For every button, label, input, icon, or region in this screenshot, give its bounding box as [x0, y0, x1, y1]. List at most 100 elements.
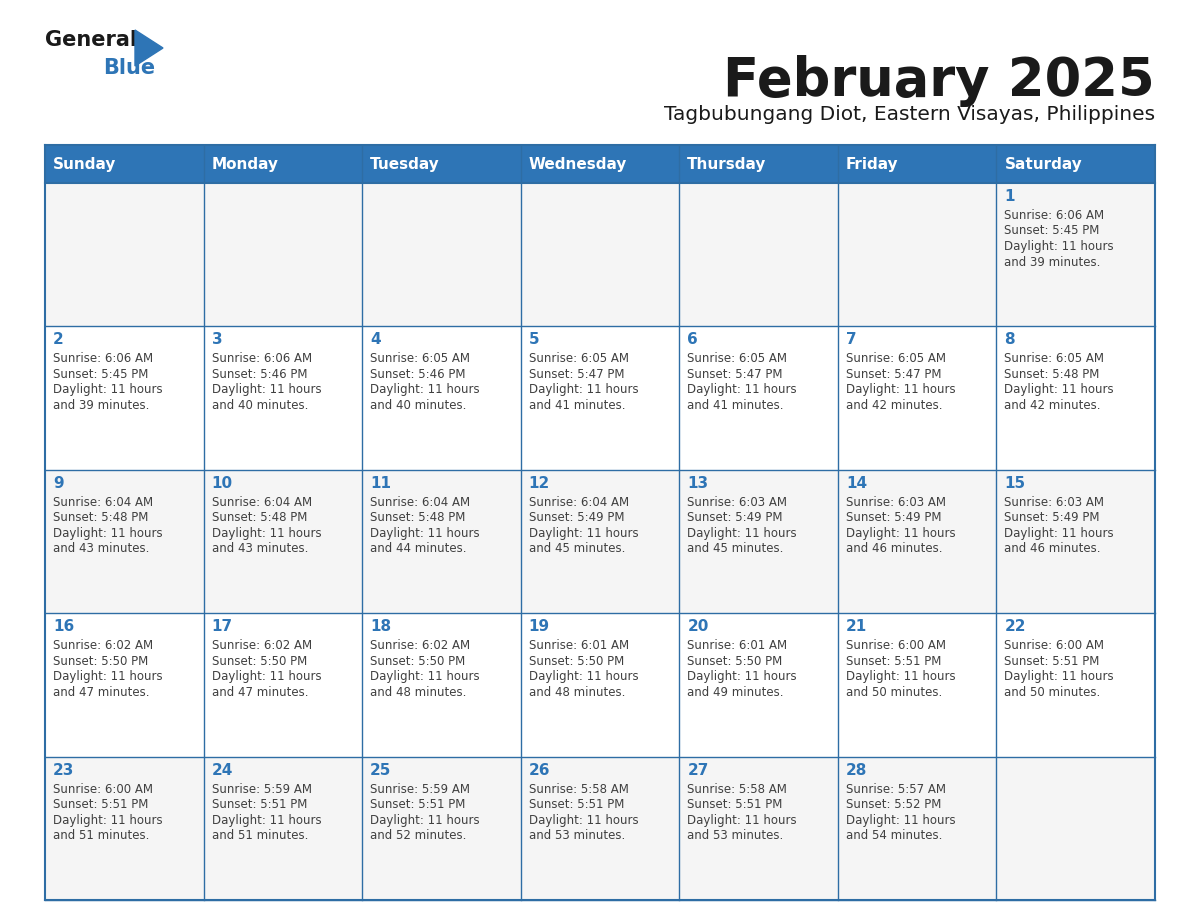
Text: Daylight: 11 hours: Daylight: 11 hours: [846, 813, 955, 826]
Text: Sunset: 5:51 PM: Sunset: 5:51 PM: [53, 798, 148, 812]
Text: and 39 minutes.: and 39 minutes.: [53, 399, 150, 412]
Text: Sunrise: 6:02 AM: Sunrise: 6:02 AM: [53, 639, 153, 652]
Text: 25: 25: [371, 763, 392, 778]
Text: Daylight: 11 hours: Daylight: 11 hours: [211, 813, 321, 826]
Text: Sunrise: 6:05 AM: Sunrise: 6:05 AM: [529, 353, 628, 365]
Text: Sunset: 5:50 PM: Sunset: 5:50 PM: [688, 655, 783, 667]
Text: Sunset: 5:51 PM: Sunset: 5:51 PM: [1004, 655, 1100, 667]
Text: 18: 18: [371, 620, 391, 634]
Text: Sunrise: 6:05 AM: Sunrise: 6:05 AM: [1004, 353, 1105, 365]
Text: Sunset: 5:51 PM: Sunset: 5:51 PM: [529, 798, 624, 812]
Text: Sunset: 5:45 PM: Sunset: 5:45 PM: [53, 368, 148, 381]
Text: 23: 23: [53, 763, 75, 778]
Text: Sunset: 5:47 PM: Sunset: 5:47 PM: [529, 368, 624, 381]
Text: Sunset: 5:47 PM: Sunset: 5:47 PM: [688, 368, 783, 381]
Text: Sunset: 5:49 PM: Sunset: 5:49 PM: [688, 511, 783, 524]
Text: Sunrise: 5:57 AM: Sunrise: 5:57 AM: [846, 783, 946, 796]
Text: and 50 minutes.: and 50 minutes.: [1004, 686, 1100, 699]
Text: 3: 3: [211, 332, 222, 347]
Bar: [45, 470, 1155, 613]
Text: Sunrise: 5:59 AM: Sunrise: 5:59 AM: [211, 783, 311, 796]
Text: Daylight: 11 hours: Daylight: 11 hours: [688, 670, 797, 683]
Text: and 50 minutes.: and 50 minutes.: [846, 686, 942, 699]
Bar: [45, 183, 1155, 327]
Text: Sunrise: 6:06 AM: Sunrise: 6:06 AM: [1004, 209, 1105, 222]
Text: 19: 19: [529, 620, 550, 634]
Text: Sunset: 5:48 PM: Sunset: 5:48 PM: [371, 511, 466, 524]
Text: Daylight: 11 hours: Daylight: 11 hours: [688, 813, 797, 826]
Text: Sunset: 5:45 PM: Sunset: 5:45 PM: [1004, 225, 1100, 238]
Text: Sunrise: 5:59 AM: Sunrise: 5:59 AM: [371, 783, 470, 796]
Text: Sunrise: 6:04 AM: Sunrise: 6:04 AM: [53, 496, 153, 509]
Text: 8: 8: [1004, 332, 1015, 347]
Text: 22: 22: [1004, 620, 1026, 634]
Text: Daylight: 11 hours: Daylight: 11 hours: [529, 670, 638, 683]
Text: General: General: [45, 30, 137, 50]
Text: and 42 minutes.: and 42 minutes.: [846, 399, 942, 412]
Text: 6: 6: [688, 332, 699, 347]
Text: and 40 minutes.: and 40 minutes.: [371, 399, 467, 412]
Text: Sunrise: 6:03 AM: Sunrise: 6:03 AM: [1004, 496, 1105, 509]
Text: 4: 4: [371, 332, 381, 347]
Text: Sunset: 5:50 PM: Sunset: 5:50 PM: [529, 655, 624, 667]
Text: Sunrise: 6:04 AM: Sunrise: 6:04 AM: [529, 496, 628, 509]
Text: Monday: Monday: [211, 156, 278, 172]
Text: Daylight: 11 hours: Daylight: 11 hours: [53, 813, 163, 826]
Text: and 45 minutes.: and 45 minutes.: [688, 543, 784, 555]
Text: Daylight: 11 hours: Daylight: 11 hours: [1004, 240, 1114, 253]
Text: Sunset: 5:51 PM: Sunset: 5:51 PM: [211, 798, 307, 812]
Text: 2: 2: [53, 332, 64, 347]
Text: Daylight: 11 hours: Daylight: 11 hours: [688, 527, 797, 540]
Text: Wednesday: Wednesday: [529, 156, 627, 172]
Text: Thursday: Thursday: [688, 156, 766, 172]
Text: Sunset: 5:51 PM: Sunset: 5:51 PM: [371, 798, 466, 812]
Text: Daylight: 11 hours: Daylight: 11 hours: [846, 527, 955, 540]
Text: Sunset: 5:51 PM: Sunset: 5:51 PM: [846, 655, 941, 667]
Text: and 47 minutes.: and 47 minutes.: [53, 686, 150, 699]
Text: 16: 16: [53, 620, 74, 634]
Text: and 46 minutes.: and 46 minutes.: [1004, 543, 1101, 555]
Text: Sunset: 5:50 PM: Sunset: 5:50 PM: [371, 655, 466, 667]
Text: Sunrise: 6:00 AM: Sunrise: 6:00 AM: [1004, 639, 1105, 652]
Text: Sunset: 5:51 PM: Sunset: 5:51 PM: [688, 798, 783, 812]
Text: 9: 9: [53, 476, 64, 491]
Text: Sunset: 5:46 PM: Sunset: 5:46 PM: [371, 368, 466, 381]
Text: and 51 minutes.: and 51 minutes.: [211, 829, 308, 842]
Text: Sunrise: 6:00 AM: Sunrise: 6:00 AM: [53, 783, 153, 796]
Text: 24: 24: [211, 763, 233, 778]
Text: Sunrise: 6:05 AM: Sunrise: 6:05 AM: [846, 353, 946, 365]
Polygon shape: [135, 30, 163, 66]
Text: 21: 21: [846, 620, 867, 634]
Bar: [45, 327, 1155, 470]
Text: 15: 15: [1004, 476, 1025, 491]
Text: Daylight: 11 hours: Daylight: 11 hours: [211, 527, 321, 540]
Text: Daylight: 11 hours: Daylight: 11 hours: [529, 384, 638, 397]
Text: and 44 minutes.: and 44 minutes.: [371, 543, 467, 555]
Text: Sunset: 5:52 PM: Sunset: 5:52 PM: [846, 798, 941, 812]
Text: and 39 minutes.: and 39 minutes.: [1004, 255, 1101, 268]
Text: Sunset: 5:49 PM: Sunset: 5:49 PM: [846, 511, 941, 524]
Text: Sunset: 5:49 PM: Sunset: 5:49 PM: [1004, 511, 1100, 524]
Text: Daylight: 11 hours: Daylight: 11 hours: [211, 670, 321, 683]
Bar: [45, 145, 1155, 183]
Text: 13: 13: [688, 476, 708, 491]
Text: 28: 28: [846, 763, 867, 778]
Text: and 43 minutes.: and 43 minutes.: [53, 543, 150, 555]
Text: 14: 14: [846, 476, 867, 491]
Text: and 45 minutes.: and 45 minutes.: [529, 543, 625, 555]
Text: Daylight: 11 hours: Daylight: 11 hours: [53, 384, 163, 397]
Text: Daylight: 11 hours: Daylight: 11 hours: [371, 813, 480, 826]
Text: 5: 5: [529, 332, 539, 347]
Text: Sunrise: 6:04 AM: Sunrise: 6:04 AM: [211, 496, 311, 509]
Text: Sunset: 5:47 PM: Sunset: 5:47 PM: [846, 368, 941, 381]
Text: Sunrise: 6:02 AM: Sunrise: 6:02 AM: [371, 639, 470, 652]
Text: 7: 7: [846, 332, 857, 347]
Text: Daylight: 11 hours: Daylight: 11 hours: [371, 527, 480, 540]
Text: and 53 minutes.: and 53 minutes.: [529, 829, 625, 842]
Text: Daylight: 11 hours: Daylight: 11 hours: [688, 384, 797, 397]
Text: 26: 26: [529, 763, 550, 778]
Text: and 48 minutes.: and 48 minutes.: [371, 686, 467, 699]
Text: Sunrise: 6:01 AM: Sunrise: 6:01 AM: [688, 639, 788, 652]
Text: Sunrise: 6:02 AM: Sunrise: 6:02 AM: [211, 639, 311, 652]
Text: Tuesday: Tuesday: [371, 156, 440, 172]
